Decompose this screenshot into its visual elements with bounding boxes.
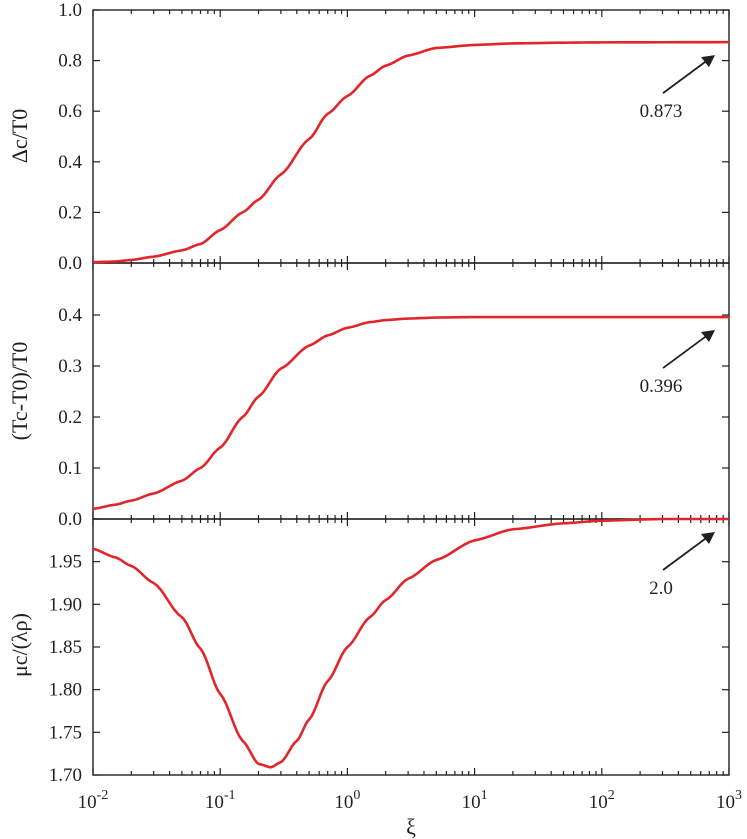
x-tick-label: 100 xyxy=(334,788,360,813)
y-tick-label: 0.4 xyxy=(58,305,82,326)
y-tick-label: 1.80 xyxy=(49,680,82,701)
annotation-label: 0.396 xyxy=(640,376,683,397)
x-tick-exponent: 2 xyxy=(608,788,615,803)
y-tick-label: 0.0 xyxy=(58,253,82,274)
y-tick-label: 0.8 xyxy=(58,51,82,72)
x-tick-exponent: 0 xyxy=(353,788,360,803)
y-tick-label: 0.6 xyxy=(58,101,82,122)
y-tick-label: 0.4 xyxy=(58,152,82,173)
series-line-2 xyxy=(92,315,729,511)
annotation-label: 2.0 xyxy=(649,578,673,599)
x-tick-base: 10 xyxy=(462,792,481,813)
y-tick-label: 0.3 xyxy=(58,356,82,377)
y-axis-label-1: Δc/T0 xyxy=(7,109,32,163)
y-tick-label: 0.0 xyxy=(58,509,82,530)
y-tick-label: 0.1 xyxy=(58,458,82,479)
series-line-3 xyxy=(92,517,729,769)
panel-frames xyxy=(92,9,730,776)
panel-frame-1 xyxy=(92,9,730,264)
y-tick-label: 1.95 xyxy=(49,552,82,573)
x-tick-label: 101 xyxy=(462,788,488,813)
y-tick-label: 1.75 xyxy=(49,722,82,743)
annotation-arrow xyxy=(662,535,710,571)
annotation-arrow xyxy=(662,333,710,369)
y-tick-label: 1.90 xyxy=(49,594,82,615)
x-tick-label: 10-1 xyxy=(205,788,236,813)
x-tick-label: 10-2 xyxy=(78,788,109,813)
y-axis-label-2: (Tc-T0)/T0 xyxy=(7,342,32,441)
x-tick-base: 10 xyxy=(589,792,608,813)
y-tick-label: 1.0 xyxy=(58,0,82,21)
axis-ticks xyxy=(92,9,730,776)
x-tick-base: 10 xyxy=(205,792,224,813)
curves xyxy=(92,40,730,769)
x-tick-base: 10 xyxy=(78,792,97,813)
series-line-1 xyxy=(92,40,730,264)
x-axis-label: ξ xyxy=(406,814,416,839)
annotation-arrowhead xyxy=(701,55,715,68)
x-tick-exponent: -1 xyxy=(224,788,236,803)
annotation-arrowhead xyxy=(701,330,715,343)
y-tick-label: 0.2 xyxy=(58,202,82,223)
y-tick-label: 1.70 xyxy=(49,765,82,786)
panel-frame-2 xyxy=(92,262,730,520)
y-tick-label: 1.85 xyxy=(49,637,82,658)
annotation-label: 0.873 xyxy=(640,101,683,122)
x-tick-exponent: 3 xyxy=(735,788,742,803)
labels: 0.0 0.2 0.4 0.6 0.8 1.0 0.873 0.0 0.1 0.2 0.3 0.4 0.… xyxy=(7,0,742,839)
x-tick-label: 102 xyxy=(589,788,615,813)
x-tick-base: 10 xyxy=(334,792,353,813)
y-tick-label: 0.2 xyxy=(58,407,82,428)
annotation-arrowhead xyxy=(701,532,715,544)
x-tick-base: 10 xyxy=(716,792,735,813)
x-tick-exponent: 1 xyxy=(481,788,488,803)
x-tick-label: 103 xyxy=(716,788,742,813)
y-axis-label-3: μc/(λρ) xyxy=(7,613,32,677)
x-tick-exponent: -2 xyxy=(97,788,109,803)
panel-frame-3 xyxy=(92,518,730,776)
annotation-arrow xyxy=(662,58,710,94)
